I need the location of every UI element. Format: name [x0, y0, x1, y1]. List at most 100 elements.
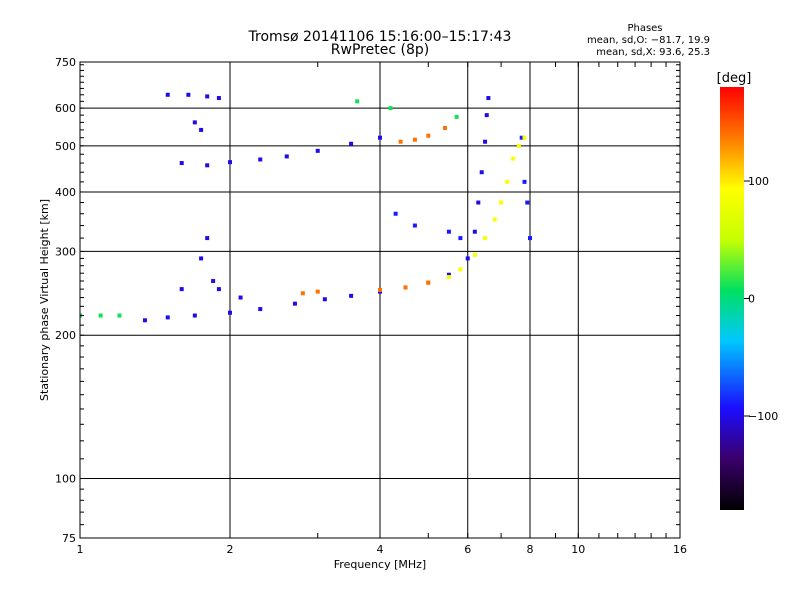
data-point — [378, 287, 382, 292]
data-point — [388, 106, 393, 111]
y-tick-labels: 75 100 200 300 400 500 600 750 — [55, 56, 76, 545]
data-point — [522, 135, 527, 140]
x-tick-label: 4 — [377, 543, 384, 556]
data-point — [519, 135, 524, 140]
data-point — [522, 179, 527, 184]
x-tick-label: 16 — [673, 543, 687, 556]
data-point — [349, 141, 354, 146]
y-tick-label: 300 — [55, 245, 76, 258]
data-point — [199, 127, 204, 132]
data-point — [179, 287, 184, 292]
data-point — [205, 163, 210, 168]
chart-title: Tromsø 20141106 15:16:00–15:17:43 — [248, 29, 512, 45]
data-point — [454, 114, 459, 119]
colorbar-tick-label: −100 — [748, 410, 778, 423]
y-axis-label: Stationary phase Virtual Height [km] — [38, 199, 51, 401]
data-point — [403, 285, 408, 290]
data-point — [426, 280, 431, 285]
data-point — [216, 96, 221, 101]
data-point — [238, 295, 243, 300]
chart-subtitle: RwPretec (8p) — [331, 42, 429, 58]
y-tick-label: 100 — [55, 473, 76, 486]
data-point — [505, 179, 510, 184]
colorbar-unit: [deg] — [717, 71, 752, 86]
data-point — [258, 157, 263, 162]
data-point — [258, 307, 263, 312]
data-point — [479, 170, 484, 175]
data-point — [355, 99, 360, 104]
data-points — [80, 92, 532, 323]
data-point — [300, 291, 305, 296]
data-point — [472, 229, 477, 234]
data-point — [492, 217, 497, 222]
data-point — [349, 293, 354, 298]
data-point — [412, 137, 417, 142]
data-point — [117, 313, 122, 318]
data-point — [284, 154, 289, 159]
data-point — [486, 96, 491, 101]
colorbar-tick-label: 0 — [748, 293, 755, 306]
y-tick-label: 750 — [55, 56, 76, 69]
x-tick-label: 1 — [77, 543, 84, 556]
data-point — [398, 139, 403, 144]
data-point — [511, 156, 516, 161]
grid-lines — [80, 62, 680, 538]
data-point — [446, 275, 451, 280]
data-point — [525, 200, 530, 205]
data-point — [426, 133, 431, 138]
data-point — [165, 315, 170, 320]
data-point — [476, 200, 481, 205]
data-point — [165, 92, 170, 97]
y-tick-label: 500 — [55, 140, 76, 153]
x-tick-label: 2 — [227, 543, 234, 556]
stats-o-mode: mean, sd,O: −81.7, 19.9 — [587, 35, 710, 46]
data-point — [192, 120, 197, 125]
data-point — [292, 301, 297, 306]
data-point — [199, 256, 204, 261]
data-point — [315, 289, 320, 294]
data-point — [446, 229, 451, 234]
data-point — [378, 135, 382, 140]
data-point — [192, 313, 197, 318]
data-point — [484, 113, 489, 118]
colorbar-ticks: 100 0 −100 — [744, 175, 778, 423]
colorbar-tick-label: 100 — [748, 175, 769, 188]
data-point — [412, 223, 417, 228]
data-point — [393, 211, 398, 216]
colorbar — [720, 87, 744, 510]
data-point — [98, 313, 103, 318]
data-point — [458, 236, 463, 241]
data-point — [458, 267, 463, 272]
data-point — [315, 148, 320, 153]
data-point — [228, 160, 232, 165]
y-tick-label: 75 — [62, 532, 76, 545]
data-point — [186, 92, 191, 97]
data-point — [499, 200, 504, 205]
data-point — [211, 279, 216, 284]
data-point — [228, 310, 232, 315]
y-tick-label: 400 — [55, 186, 76, 199]
data-point — [528, 236, 532, 241]
data-point — [442, 126, 447, 131]
data-point — [179, 161, 184, 166]
data-point — [516, 143, 521, 148]
data-point — [205, 236, 210, 241]
x-tick-label: 6 — [464, 543, 471, 556]
data-point — [465, 256, 470, 261]
y-tick-label: 200 — [55, 329, 76, 342]
x-axis-label: Frequency [MHz] — [334, 558, 426, 571]
data-point — [142, 318, 147, 323]
data-point — [446, 272, 451, 277]
x-tick-labels: 1 2 4 6 8 10 16 — [77, 543, 688, 556]
data-point — [322, 297, 327, 302]
stats-title: Phases — [627, 23, 662, 34]
x-tick-label: 8 — [527, 543, 534, 556]
data-point — [205, 94, 210, 99]
stats-x-mode: mean, sd,X: 93.6, 25.3 — [596, 47, 710, 58]
data-point — [483, 236, 488, 241]
data-point — [216, 287, 221, 292]
x-tick-label: 10 — [571, 543, 585, 556]
y-tick-label: 600 — [55, 102, 76, 115]
